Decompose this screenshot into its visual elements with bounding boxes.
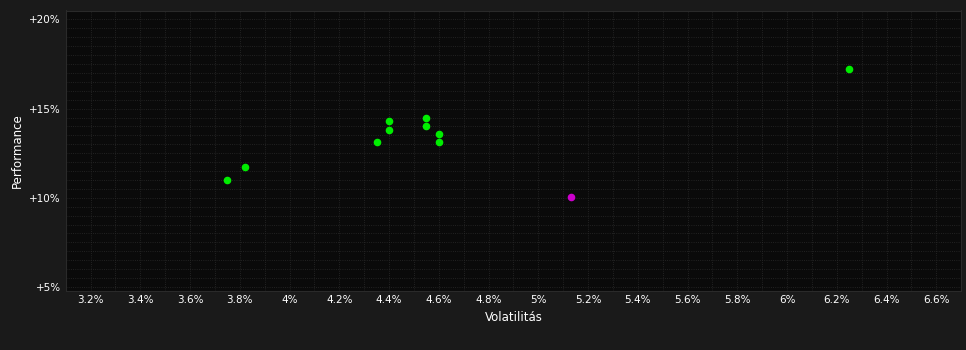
Point <box>418 124 434 129</box>
Y-axis label: Performance: Performance <box>11 113 23 188</box>
Point <box>219 177 235 183</box>
Point <box>369 140 384 145</box>
Point <box>418 115 434 120</box>
Point <box>841 66 857 72</box>
Point <box>382 118 397 124</box>
Point <box>431 140 446 145</box>
Point <box>431 131 446 136</box>
Point <box>382 127 397 133</box>
Point <box>563 195 579 200</box>
X-axis label: Volatilitás: Volatilitás <box>485 311 542 324</box>
Point <box>237 164 252 169</box>
